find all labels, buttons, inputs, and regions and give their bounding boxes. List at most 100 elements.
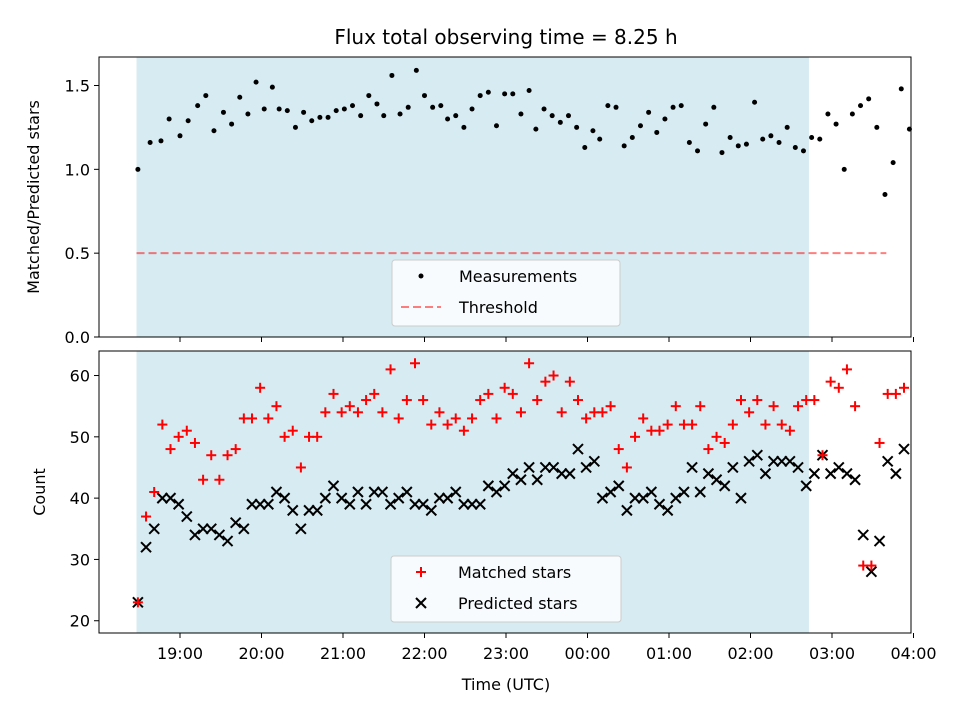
measurement-point [510,91,516,97]
matched-star-point [613,444,624,455]
predicted-star-point [702,467,715,480]
measurement-point [341,106,347,112]
matched-star-point [263,413,274,424]
predicted-star-point [498,480,511,492]
predicted-star-point [368,486,380,498]
bottom-axes-frame [98,350,912,634]
predicted-star-point [531,474,543,486]
predicted-star-point [547,461,560,474]
predicted-star-point [873,535,886,547]
measurement-point [841,166,847,172]
measurement-point [670,104,676,110]
predicted-star-point [287,504,299,517]
predicted-star-point [686,461,698,474]
matched-star-point [768,401,779,412]
matched-star-point [467,413,478,424]
bottom-legend-box [390,555,622,623]
matched-star-point [735,395,746,406]
top-axis-ticks [179,337,914,342]
predicted-star-point [238,523,250,535]
measurement-point [477,93,483,99]
measurement-point [185,118,191,124]
bottom-y-tick-label: 30 [70,550,90,569]
measurement-point [381,113,387,119]
measurement-point [229,121,235,127]
predicted-star-point [588,455,600,468]
predicted-star-point [784,455,796,468]
matched-star-point [621,462,632,473]
matched-star-point [866,560,877,571]
matched-star-point [817,450,828,461]
predicted-star-point [482,480,495,492]
measurement-point [890,160,896,166]
measurement-point [874,124,880,130]
predicted-star-point [824,467,837,480]
measurement-point [518,111,524,117]
measurement-point [574,124,580,130]
matched-star-point [426,419,437,430]
measurement-point [654,129,660,135]
top-axes-frame [98,56,912,338]
measurement-point [743,141,749,147]
measurement-point [453,113,459,119]
measurement-point [557,119,563,125]
measurement-point [405,104,411,110]
legend-marker-measurements [418,273,424,279]
measurement-point [800,148,806,154]
predicted-star-point [694,486,706,498]
predicted-star-point [572,443,584,455]
top-y-tick-label: 1.5 [65,77,90,96]
predicted-star-point [613,480,625,492]
top-y-tick-label: 0.0 [65,328,90,347]
predicted-star-point [376,486,389,498]
predicted-star-point [181,510,193,523]
matched-star-point [483,388,494,399]
matched-star-point [385,364,396,375]
matched-star-point [695,401,706,412]
predicted-star-point [335,492,348,504]
predicted-star-point [303,504,315,517]
matched-star-point [564,376,575,387]
bottom-x-tick-label: 19:00 [157,644,203,663]
matched-star-point [548,370,559,381]
measurement-point [245,111,251,117]
measurement-point [849,111,855,117]
measurement-point [397,111,403,117]
measurement-point [646,109,652,115]
measurement-point [613,104,619,110]
predicted-star-point [474,498,486,510]
measurement-point [469,106,475,112]
matched-star-point [149,487,160,497]
predicted-star-point [670,492,682,504]
matched-star-point [744,407,755,418]
predicted-star-point [710,474,723,486]
matched-star-point [230,444,241,455]
measurement-point [703,121,709,127]
matched-star-point [540,376,551,387]
matched-star-point [874,437,885,448]
predicted-star-point [629,492,641,504]
predicted-star-point [596,492,609,504]
predicted-star-point [433,492,446,504]
bottom-x-tick-label: 04:00 [890,644,936,663]
predicted-star-point [661,504,674,517]
measurement-point [350,103,356,109]
predicted-star-point [555,467,568,480]
matched-star-point [141,511,152,522]
measurement-point [438,103,444,109]
measurement-point [413,67,419,73]
predicted-star-point [392,492,405,504]
bottom-x-tick-labels: 19:00 20:00 21:00 22:00 23:00 00:00 01:00 02:00… [157,633,937,663]
predicted-star-point [213,529,226,541]
predicted-star-point [221,535,234,547]
measurement-point [358,113,364,119]
bottom-x-tick-label: 20:00 [238,644,284,663]
predicted-star-point [604,486,617,498]
predicted-star-point [539,461,552,474]
predicted-star-point [507,467,519,480]
matched-star-point [524,358,535,369]
measurement-point [686,140,692,146]
predicted-star-point [156,492,169,504]
matched-star-point [833,382,844,393]
matched-star-point [434,407,445,418]
